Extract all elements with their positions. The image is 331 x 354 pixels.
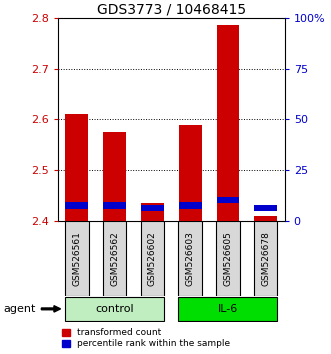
Text: IL-6: IL-6 (218, 304, 238, 314)
Text: GSM526561: GSM526561 (72, 231, 81, 286)
Bar (179, 202, 202, 209)
FancyBboxPatch shape (65, 297, 164, 321)
Text: GSM526602: GSM526602 (148, 231, 157, 286)
Bar (66, 114, 88, 221)
Text: GSM526605: GSM526605 (223, 231, 232, 286)
Bar (179, 125, 202, 221)
Bar (66, 202, 88, 209)
Text: control: control (95, 304, 134, 314)
Text: GSM526562: GSM526562 (110, 231, 119, 286)
FancyBboxPatch shape (103, 221, 126, 296)
FancyBboxPatch shape (178, 221, 202, 296)
Bar (255, 205, 277, 211)
FancyBboxPatch shape (141, 221, 164, 296)
Bar (141, 204, 164, 221)
Title: GDS3773 / 10468415: GDS3773 / 10468415 (97, 2, 246, 17)
Text: agent: agent (3, 304, 36, 314)
FancyBboxPatch shape (254, 221, 277, 296)
FancyBboxPatch shape (216, 221, 240, 296)
Text: GSM526603: GSM526603 (186, 231, 195, 286)
FancyBboxPatch shape (65, 221, 88, 296)
FancyBboxPatch shape (178, 297, 277, 321)
Bar (141, 205, 164, 211)
Bar (255, 216, 277, 221)
Bar (103, 202, 126, 209)
Bar (216, 25, 239, 221)
Bar (216, 197, 239, 204)
Legend: transformed count, percentile rank within the sample: transformed count, percentile rank withi… (63, 329, 230, 348)
Text: GSM526678: GSM526678 (261, 231, 270, 286)
Bar (103, 132, 126, 221)
